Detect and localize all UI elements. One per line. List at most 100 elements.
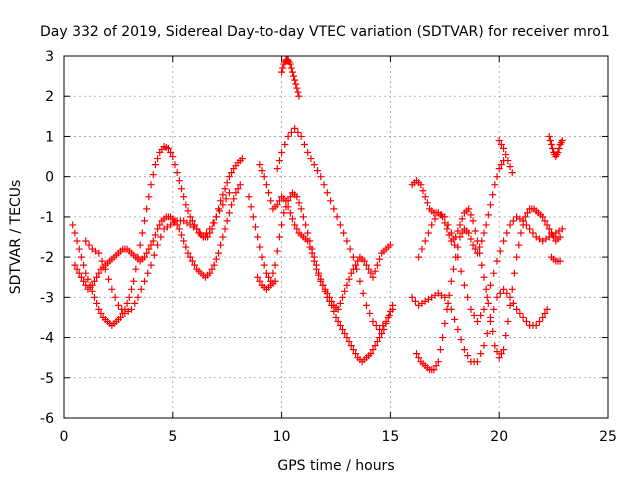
- data-point: [262, 269, 270, 277]
- chart-title: Day 332 of 2019, Sidereal Day-to-day VTE…: [40, 24, 610, 40]
- data-point: [493, 257, 501, 265]
- data-point: [271, 261, 279, 269]
- series-track-l: [415, 209, 566, 325]
- data-point: [480, 273, 488, 281]
- data-point: [302, 221, 310, 229]
- data-point: [127, 305, 135, 313]
- data-point: [447, 277, 455, 285]
- data-point: [173, 169, 181, 177]
- data-point: [307, 155, 315, 163]
- data-point: [508, 169, 516, 177]
- data-point: [258, 253, 266, 261]
- series-track-a: [69, 143, 246, 329]
- series-track-e: [256, 161, 394, 313]
- data-point: [493, 173, 501, 181]
- data-point: [278, 68, 286, 76]
- data-point: [171, 161, 179, 169]
- data-point: [222, 195, 230, 203]
- data-point: [156, 221, 164, 229]
- data-point: [373, 261, 381, 269]
- data-point: [217, 241, 225, 249]
- data-point: [143, 249, 151, 257]
- data-point: [428, 221, 436, 229]
- series-track-o: [547, 253, 564, 265]
- data-point: [286, 209, 294, 217]
- data-point: [134, 293, 142, 301]
- data-point: [308, 249, 316, 257]
- data-point: [137, 285, 145, 293]
- data-point: [300, 140, 308, 148]
- data-point: [273, 165, 281, 173]
- data-point: [417, 181, 425, 189]
- data-point: [291, 221, 299, 229]
- data-point: [467, 211, 475, 219]
- data-point: [136, 241, 144, 249]
- data-point: [90, 293, 98, 301]
- data-point: [376, 334, 384, 342]
- data-point: [336, 299, 344, 307]
- data-point: [456, 221, 464, 229]
- data-point: [480, 305, 488, 313]
- data-point: [71, 261, 79, 269]
- data-point: [516, 309, 524, 317]
- data-point: [271, 277, 279, 285]
- data-point: [502, 332, 510, 340]
- data-point: [486, 313, 494, 321]
- data-point: [281, 140, 289, 148]
- data-point: [75, 269, 83, 277]
- data-point: [543, 305, 551, 313]
- data-point: [508, 285, 516, 293]
- series-track-b: [71, 181, 244, 293]
- data-point: [483, 330, 491, 338]
- data-point: [356, 277, 364, 285]
- data-point: [556, 257, 564, 265]
- data-point: [491, 181, 499, 189]
- data-point: [450, 265, 458, 273]
- data-point: [71, 229, 79, 237]
- data-point: [97, 309, 105, 317]
- data-point: [367, 350, 375, 358]
- data-point: [458, 215, 466, 223]
- data-point: [221, 225, 229, 233]
- data-point: [419, 187, 427, 195]
- data-point: [359, 289, 367, 297]
- data-point: [147, 261, 155, 269]
- data-point: [225, 209, 233, 217]
- y-tick-label: -3: [40, 290, 54, 306]
- data-point: [180, 193, 188, 201]
- data-point: [378, 330, 386, 338]
- data-point: [496, 247, 504, 255]
- data-point: [503, 229, 511, 237]
- data-point: [454, 253, 462, 261]
- x-tick-label: 20: [490, 429, 508, 445]
- data-point: [292, 80, 300, 88]
- data-point: [517, 229, 525, 237]
- data-point: [513, 253, 521, 261]
- data-point: [496, 289, 504, 297]
- data-point: [411, 297, 419, 305]
- data-point: [336, 221, 344, 229]
- data-point: [191, 261, 199, 269]
- data-point: [513, 305, 521, 313]
- data-point: [431, 215, 439, 223]
- data-point: [249, 213, 257, 221]
- data-point: [458, 229, 466, 237]
- data-point: [558, 225, 566, 233]
- data-point: [275, 197, 283, 205]
- data-point: [182, 201, 190, 209]
- data-point: [90, 277, 98, 285]
- data-point: [95, 305, 103, 313]
- data-point: [164, 145, 172, 153]
- data-point: [490, 305, 498, 313]
- data-point: [535, 317, 543, 325]
- data-point: [199, 233, 207, 241]
- data-point: [353, 265, 361, 273]
- data-point: [291, 76, 299, 84]
- y-tick-label: -5: [40, 371, 54, 387]
- data-point: [184, 249, 192, 257]
- data-point: [149, 237, 157, 245]
- data-point: [295, 199, 303, 207]
- data-point: [73, 237, 81, 245]
- data-point: [354, 257, 362, 265]
